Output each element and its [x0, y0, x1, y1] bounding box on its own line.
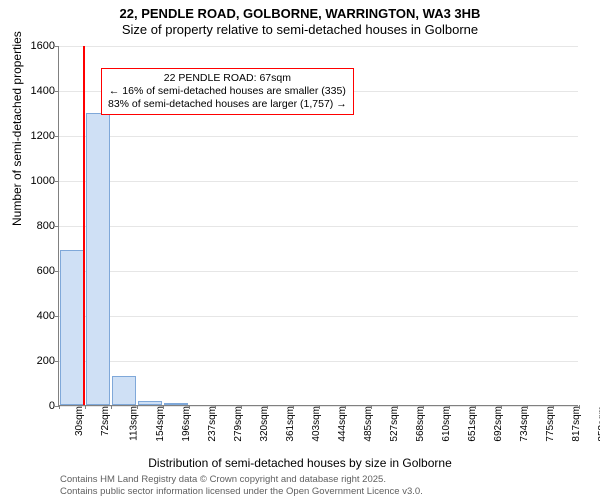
- y-tick-mark: [55, 226, 59, 227]
- y-tick-label: 400: [17, 310, 55, 322]
- gridline: [59, 181, 578, 182]
- attribution-footer: Contains HM Land Registry data © Crown c…: [60, 474, 423, 498]
- x-tick-mark: [215, 405, 216, 409]
- x-tick-label: 154sqm: [155, 406, 166, 442]
- x-tick-label: 775sqm: [545, 406, 556, 442]
- x-tick-mark: [137, 405, 138, 409]
- y-tick-mark: [55, 316, 59, 317]
- histogram-bar: [60, 250, 84, 405]
- y-tick-label: 600: [17, 265, 55, 277]
- callout-line: 22 PENDLE ROAD: 67sqm: [108, 72, 347, 85]
- y-tick-label: 1600: [17, 40, 55, 52]
- x-tick-mark: [241, 405, 242, 409]
- x-tick-label: 72sqm: [100, 406, 111, 436]
- histogram-bar: [164, 403, 188, 405]
- x-tick-mark: [371, 405, 372, 409]
- x-tick-mark: [449, 405, 450, 409]
- x-tick-mark: [59, 405, 60, 409]
- x-tick-label: 237sqm: [207, 406, 218, 442]
- footer-line-1: Contains HM Land Registry data © Crown c…: [60, 474, 423, 486]
- footer-line-2: Contains public sector information licen…: [60, 486, 423, 498]
- gridline: [59, 271, 578, 272]
- gridline: [59, 46, 578, 47]
- x-tick-label: 817sqm: [571, 406, 582, 442]
- x-tick-label: 320sqm: [259, 406, 270, 442]
- y-axis-label: Number of semi-detached properties: [10, 31, 24, 226]
- y-tick-label: 1400: [17, 85, 55, 97]
- y-tick-label: 1000: [17, 175, 55, 187]
- x-tick-mark: [345, 405, 346, 409]
- gridline: [59, 226, 578, 227]
- x-tick-mark: [267, 405, 268, 409]
- y-tick-mark: [55, 136, 59, 137]
- title-subtitle: Size of property relative to semi-detach…: [0, 22, 600, 37]
- x-tick-label: 30sqm: [74, 406, 85, 436]
- histogram-bar: [112, 376, 136, 405]
- x-tick-label: 361sqm: [285, 406, 296, 442]
- x-tick-label: 279sqm: [233, 406, 244, 442]
- x-tick-label: 196sqm: [181, 406, 192, 442]
- x-tick-label: 734sqm: [519, 406, 530, 442]
- y-tick-mark: [55, 46, 59, 47]
- y-tick-mark: [55, 361, 59, 362]
- x-tick-mark: [85, 405, 86, 409]
- x-tick-mark: [163, 405, 164, 409]
- y-tick-label: 1200: [17, 130, 55, 142]
- plot-region: 0200400600800100012001400160030sqm72sqm1…: [58, 46, 578, 406]
- title-address: 22, PENDLE ROAD, GOLBORNE, WARRINGTON, W…: [0, 6, 600, 21]
- histogram-bar: [86, 113, 110, 406]
- x-tick-label: 113sqm: [128, 406, 139, 441]
- x-tick-mark: [579, 405, 580, 409]
- chart-title-block: 22, PENDLE ROAD, GOLBORNE, WARRINGTON, W…: [0, 0, 600, 37]
- x-tick-mark: [111, 405, 112, 409]
- x-tick-mark: [189, 405, 190, 409]
- x-tick-mark: [501, 405, 502, 409]
- y-tick-mark: [55, 91, 59, 92]
- chart-area: 0200400600800100012001400160030sqm72sqm1…: [58, 46, 578, 406]
- x-axis-label: Distribution of semi-detached houses by …: [0, 456, 600, 470]
- y-tick-mark: [55, 271, 59, 272]
- x-tick-label: 610sqm: [441, 406, 452, 442]
- x-tick-mark: [293, 405, 294, 409]
- callout-line: ← 16% of semi-detached houses are smalle…: [108, 85, 347, 98]
- y-tick-label: 0: [17, 400, 55, 412]
- x-tick-label: 692sqm: [493, 406, 504, 442]
- gridline: [59, 361, 578, 362]
- x-tick-label: 527sqm: [389, 406, 400, 442]
- x-tick-mark: [475, 405, 476, 409]
- histogram-bar: [138, 401, 162, 406]
- y-tick-mark: [55, 181, 59, 182]
- x-tick-mark: [397, 405, 398, 409]
- x-tick-mark: [319, 405, 320, 409]
- x-tick-mark: [527, 405, 528, 409]
- x-tick-label: 403sqm: [311, 406, 322, 442]
- property-callout: 22 PENDLE ROAD: 67sqm← 16% of semi-detac…: [101, 68, 354, 115]
- x-tick-mark: [423, 405, 424, 409]
- x-tick-label: 651sqm: [467, 406, 478, 442]
- x-tick-mark: [553, 405, 554, 409]
- gridline: [59, 136, 578, 137]
- y-tick-label: 200: [17, 355, 55, 367]
- gridline: [59, 316, 578, 317]
- y-tick-label: 800: [17, 220, 55, 232]
- property-marker-line: [83, 46, 85, 405]
- x-tick-label: 568sqm: [415, 406, 426, 442]
- callout-line: 83% of semi-detached houses are larger (…: [108, 98, 347, 111]
- x-tick-label: 485sqm: [363, 406, 374, 442]
- x-tick-label: 444sqm: [337, 406, 348, 442]
